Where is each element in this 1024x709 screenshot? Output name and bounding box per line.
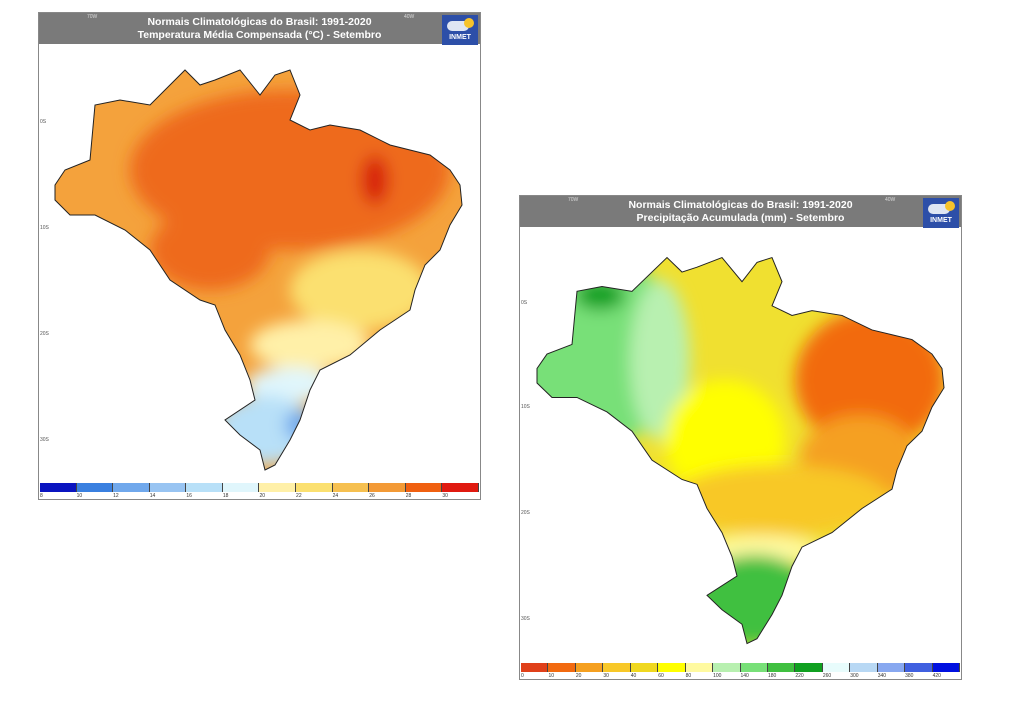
- colorbar-label: 24: [332, 493, 339, 499]
- lat-label: 0S: [40, 119, 47, 125]
- colorbar-label: 300: [850, 673, 859, 679]
- colorbar-label: 80: [685, 673, 692, 679]
- map-title: Normais Climatológicas do Brasil: 1991-2…: [628, 199, 853, 211]
- colorbar-label: 180: [767, 673, 777, 679]
- map-title: Normais Climatológicas do Brasil: 1991-2…: [147, 16, 372, 28]
- colorbar-label: 220: [795, 673, 804, 679]
- colorbar-label: 20: [259, 493, 266, 499]
- colorbar-swatch: [877, 663, 906, 672]
- colorbar-label: 30: [603, 673, 609, 679]
- lat-label: 10S: [40, 225, 49, 231]
- lat-label: 10S: [521, 404, 530, 410]
- colorbar-label: 140: [740, 673, 749, 679]
- colorbar-swatch: [850, 663, 878, 672]
- colorbar-swatch: [658, 663, 686, 672]
- colorbar-label: 14: [149, 493, 156, 499]
- colorbar: [40, 483, 479, 492]
- colorbar-label: 60: [658, 673, 664, 679]
- temperature-map: [54, 69, 463, 471]
- colorbar-label: 420: [932, 673, 941, 679]
- lon-label: 40W: [885, 197, 896, 203]
- map-subtitle: Precipitação Acumulada (mm) - Setembro: [636, 212, 845, 224]
- colorbar-label: 22: [296, 493, 302, 499]
- lon-label: 70W: [568, 197, 579, 203]
- colorbar-swatch: [740, 663, 768, 672]
- colorbar-label: 30: [442, 493, 448, 499]
- colorbar-swatch: [713, 663, 741, 672]
- colorbar-swatch: [521, 663, 549, 672]
- colorbar-label: 10: [76, 493, 83, 499]
- map-header: Normais Climatológicas do Brasil: 1991-2…: [39, 13, 480, 45]
- colorbar-label: 26: [369, 493, 375, 499]
- colorbar-swatch: [222, 483, 260, 492]
- colorbar-swatch: [259, 483, 297, 492]
- colorbar-label: 340: [877, 673, 887, 679]
- inmet-logo: INMET: [442, 15, 478, 45]
- map-header: Normais Climatológicas do Brasil: 1991-2…: [520, 196, 961, 228]
- lon-label: 40W: [404, 14, 415, 20]
- colorbar-swatch: [767, 663, 796, 672]
- colorbar-label: 28: [405, 493, 412, 499]
- colorbar-swatch: [40, 483, 77, 492]
- colorbar-label: 12: [113, 493, 119, 499]
- colorbar-swatch: [822, 663, 851, 672]
- colorbar-swatch: [369, 483, 406, 492]
- colorbar-label: 380: [905, 673, 914, 679]
- colorbar-label: 8: [40, 493, 43, 499]
- colorbar-swatch: [603, 663, 631, 672]
- colorbar-swatch: [405, 483, 443, 492]
- inmet-logo: INMET: [923, 198, 959, 228]
- colorbar-swatch: [932, 663, 960, 672]
- lat-label: 30S: [521, 616, 530, 622]
- colorbar-swatch: [630, 663, 659, 672]
- colorbar-swatch: [442, 483, 479, 492]
- colorbar-swatch: [186, 483, 223, 492]
- colorbar-label: 260: [822, 673, 832, 679]
- colorbar-label: 100: [713, 673, 722, 679]
- lat-label: 30S: [40, 437, 49, 443]
- colorbar-swatch: [795, 663, 823, 672]
- colorbar-swatch: [149, 483, 187, 492]
- colorbar-labels: 0 10 20 30 40 60 80 100 140 180 220 260 300 340 380 420: [521, 673, 960, 679]
- colorbar-label: 40: [630, 673, 637, 679]
- colorbar-swatch: [113, 483, 150, 492]
- colorbar-swatch: [905, 663, 933, 672]
- lat-label: 0S: [521, 300, 528, 306]
- colorbar-swatch: [332, 483, 370, 492]
- lat-label: 20S: [40, 331, 49, 337]
- colorbar-label: 16: [186, 493, 192, 499]
- colorbar-swatch: [575, 663, 604, 672]
- map-subtitle: Temperatura Média Compensada (°C) - Sete…: [137, 29, 382, 41]
- colorbar-swatch: [548, 663, 576, 672]
- colorbar-label: 18: [222, 493, 229, 499]
- colorbar-swatch: [296, 483, 333, 492]
- colorbar-label: 10: [548, 673, 554, 679]
- colorbar-label: 20: [575, 673, 582, 679]
- colorbar-label: 0: [521, 673, 524, 679]
- precipitation-map: [536, 257, 945, 645]
- colorbar-swatch: [76, 483, 114, 492]
- lon-label: 70W: [87, 14, 98, 20]
- lat-label: 20S: [521, 510, 530, 516]
- colorbar: [521, 663, 960, 672]
- colorbar-labels: 8 10 12 14 16 18 20 22 24 26 28 30: [40, 493, 479, 499]
- colorbar-swatch: [685, 663, 714, 672]
